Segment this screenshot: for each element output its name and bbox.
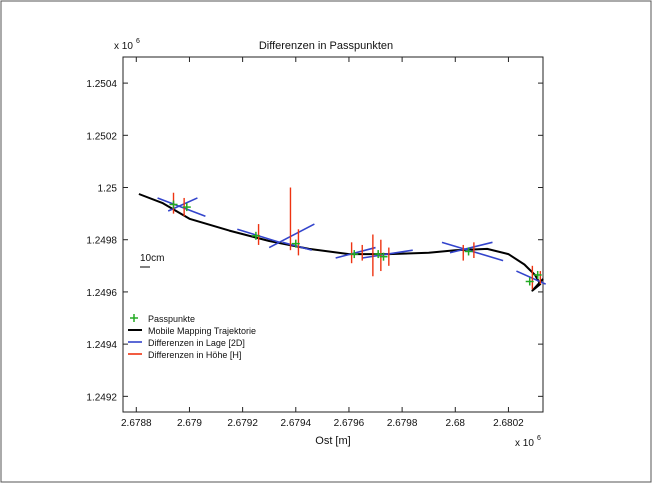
y-tick-label: 1.2496	[86, 288, 117, 299]
legend: Passpunkte Mobile Mapping Trajektorie Diff…	[128, 314, 256, 360]
x-tick-label: 2.6788	[121, 418, 152, 429]
x-tick-label: 2.6796	[334, 418, 365, 429]
lage-diff-segment	[362, 249, 413, 259]
x-multiplier: x 10 6	[515, 435, 541, 449]
scale-bar-label: 10cm	[140, 253, 164, 264]
y-tick-label: 1.25	[98, 184, 118, 195]
legend-label: Differenzen in Lage [2D]	[148, 338, 245, 348]
y-tick-label: 1.2492	[86, 392, 117, 403]
passpunkt-marker	[350, 250, 359, 259]
y-tick-label: 1.2498	[86, 236, 117, 247]
y-axis: 1.2492 1.2494 1.2496 1.2498 1.25 1.2502 1.2504	[86, 79, 543, 403]
x-tick-label: 2.6794	[280, 418, 311, 429]
plot-area	[122, 56, 544, 413]
legend-label: Mobile Mapping Trajektorie	[148, 326, 256, 336]
legend-entry: Differenzen in Höhe [H]	[128, 350, 241, 360]
passpunkt-marker	[169, 200, 178, 209]
hoehe-diff-series	[172, 187, 542, 290]
passpunkt-marker	[291, 239, 300, 248]
passpunkt-marker	[525, 277, 534, 286]
x-tick-label: 2.6798	[387, 418, 418, 429]
passpunkte-series	[169, 200, 542, 286]
y-multiplier-label: x 10	[114, 41, 133, 52]
lage-diff-segment	[157, 197, 206, 217]
x-axis-label: Ost [m]	[315, 435, 350, 447]
lage-diff-segment	[449, 241, 493, 254]
y-multiplier-exponent: 6	[136, 38, 140, 45]
y-tick-label: 1.2494	[86, 340, 117, 351]
passpunkt-marker	[251, 231, 260, 240]
x-multiplier-label: x 10	[515, 438, 534, 449]
x-axis: 2.6788 2.679 2.6792 2.6794 2.6796 2.6798 2.68 2…	[121, 57, 524, 429]
lage-diff-segment	[268, 223, 315, 249]
passpunkt-marker	[182, 203, 191, 212]
legend-label: Passpunkte	[148, 314, 195, 324]
trajectory-series	[138, 193, 544, 292]
y-multiplier: x 10 6	[114, 38, 140, 52]
legend-entry: Mobile Mapping Trajektorie	[128, 326, 256, 336]
x-tick-label: 2.6792	[227, 418, 258, 429]
passpunkt-marker	[464, 247, 473, 256]
y-tick-label: 1.2504	[86, 79, 117, 90]
legend-entry: Passpunkte	[130, 314, 195, 324]
chart-title: Differenzen in Passpunkten	[259, 40, 393, 52]
x-tick-label: 2.679	[177, 418, 202, 429]
legend-label: Differenzen in Höhe [H]	[148, 350, 241, 360]
x-multiplier-exponent: 6	[537, 435, 541, 442]
passpunkt-marker	[374, 250, 383, 259]
scale-bar: 10cm	[140, 253, 164, 268]
lage-diff-segment	[282, 241, 312, 251]
trajectory-line	[138, 193, 544, 292]
legend-entry: Differenzen in Lage [2D]	[128, 338, 245, 348]
x-tick-label: 2.68	[446, 418, 466, 429]
lage-diff-segment	[335, 246, 376, 259]
x-tick-label: 2.6802	[493, 418, 524, 429]
y-tick-label: 1.2502	[86, 131, 117, 142]
passpunkt-marker	[533, 270, 542, 279]
passpunkt-marker	[379, 252, 388, 261]
